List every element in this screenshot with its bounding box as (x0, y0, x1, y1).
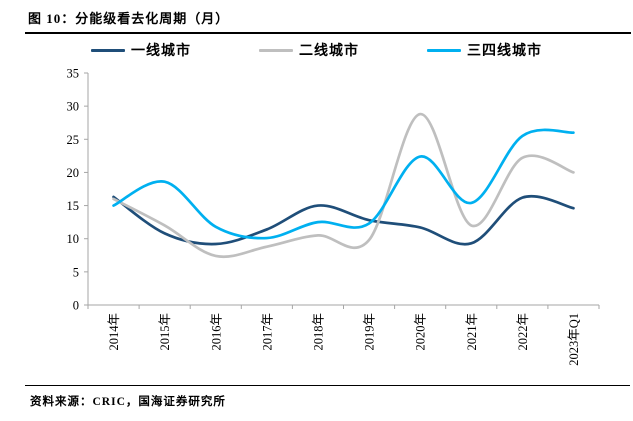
y-axis-label: 0 (73, 299, 79, 313)
y-axis-label: 30 (67, 100, 80, 114)
y-axis-label: 35 (67, 67, 80, 81)
y-axis-label: 25 (67, 133, 80, 147)
x-axis-label: 2015年 (158, 313, 172, 351)
series-line-1 (112, 112, 575, 259)
y-axis-label: 5 (73, 265, 79, 279)
legend-label-tier1: 一线城市 (131, 44, 191, 59)
x-axis-label: 2017年 (260, 313, 274, 351)
x-axis-label: 2016年 (209, 313, 223, 351)
x-axis-label: 2018年 (311, 313, 325, 351)
legend-item-tier1: 一线城市 (91, 40, 191, 60)
legend-item-tier2: 二线城市 (259, 40, 359, 60)
legend-label-tier34: 三四线城市 (467, 44, 542, 59)
legend-label-tier2: 二线城市 (299, 44, 359, 59)
x-axis-label: 2019年 (363, 313, 377, 351)
source-note: 资料来源：CRIC，国海证券研究所 (30, 396, 226, 408)
x-axis-label: 2021年 (465, 313, 479, 351)
tier34-line-swatch (427, 48, 461, 52)
tier1-line-swatch (91, 48, 125, 52)
source-divider (25, 385, 630, 386)
y-axis-label: 20 (67, 166, 80, 180)
x-axis-label: 2014年 (107, 313, 121, 351)
y-axis-label: 15 (67, 199, 80, 213)
legend-item-tier34: 三四线城市 (427, 40, 542, 60)
series-line-2 (112, 128, 575, 240)
x-axis-label: 2020年 (414, 313, 428, 351)
tier2-line-swatch (259, 48, 293, 52)
y-axis-label: 10 (67, 232, 80, 246)
title-divider (25, 32, 631, 34)
chart-legend: 一线城市 二线城市 三四线城市 (0, 40, 633, 60)
x-axis-label: 2022年 (516, 313, 530, 351)
figure-title: 图 10：分能级看去化周期（月） (28, 11, 230, 26)
x-axis-label: 2023年Q1 (567, 313, 581, 366)
